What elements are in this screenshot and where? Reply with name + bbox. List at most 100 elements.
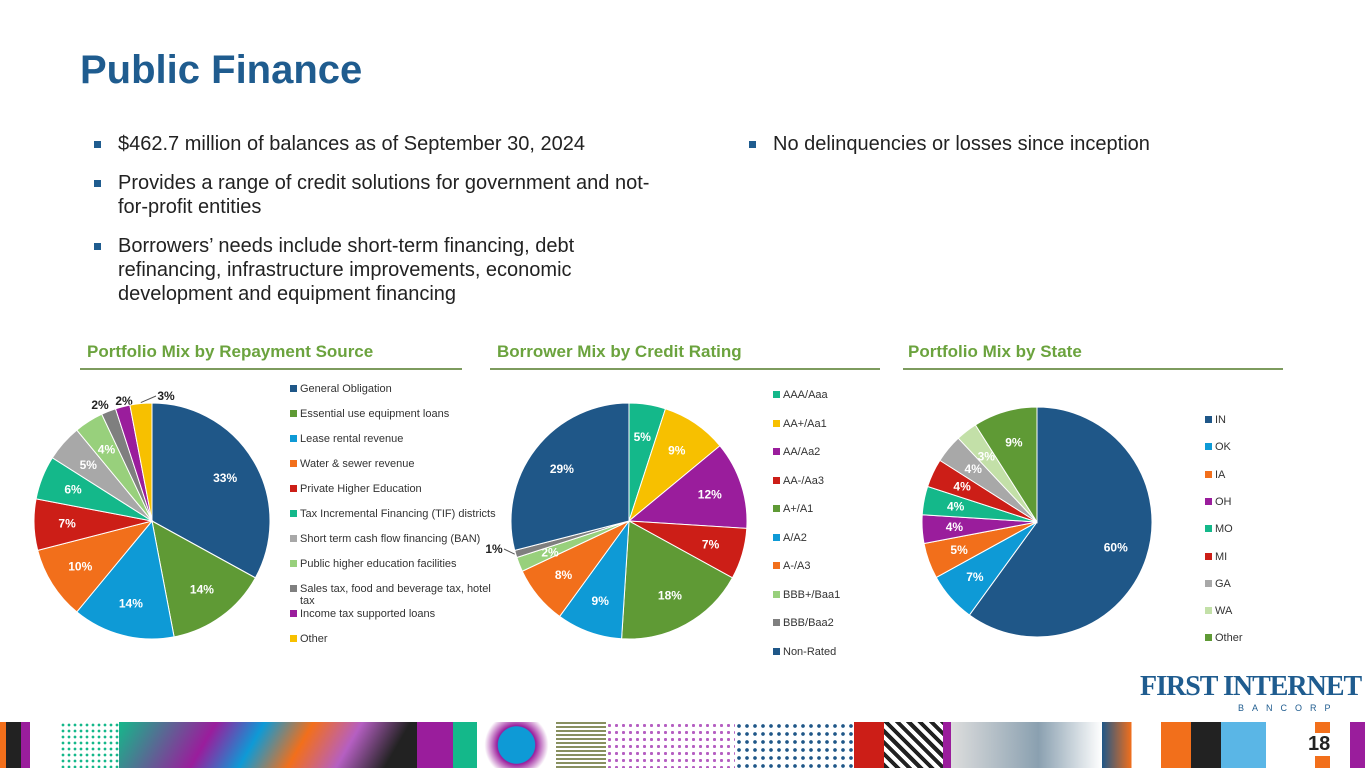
legend-swatch [773, 533, 780, 541]
pie-label-0-10: 3% [157, 389, 175, 403]
pie-label-0-0: 33% [213, 471, 237, 485]
legend-label: BBB/Baa2 [783, 617, 834, 629]
decorative-banner [0, 722, 1365, 768]
pie-label-0-5: 6% [64, 483, 82, 497]
legend-swatch [290, 585, 297, 592]
legend-item: AA-/Aa3 [773, 475, 824, 487]
legend-label: BBB+/Baa1 [783, 588, 841, 601]
legend-item: BBB+/Baa1 [773, 589, 840, 601]
legend-label: Other [1215, 632, 1243, 645]
legend-swatch [290, 435, 297, 442]
legend-label: OK [1215, 441, 1231, 454]
legend-swatch [773, 647, 780, 655]
legend-swatch [290, 410, 297, 417]
legend-label: OH [1215, 495, 1232, 508]
pie-slice-2-8 [974, 406, 1038, 524]
legend-item: AAA/Aaa [773, 389, 828, 401]
legend-swatch [773, 590, 780, 598]
bullet-balances: $462.7 million of balances as of Septemb… [90, 132, 650, 156]
pie-label-2-2: 5% [950, 543, 968, 557]
pie-slice-2-0 [968, 406, 1153, 638]
legend-item: Water & sewer revenue [290, 458, 415, 470]
legend-item: AA+/Aa1 [773, 418, 827, 430]
legend-label: AA+/Aa1 [783, 417, 827, 430]
legend-label: Lease rental revenue [300, 433, 404, 445]
pie-label-0-2: 14% [119, 596, 143, 610]
legend-swatch [1205, 579, 1212, 587]
logo-sub: BANCORP [1238, 703, 1339, 714]
legend-label: GA [1215, 577, 1231, 590]
legend-label: IN [1215, 414, 1226, 426]
legend-swatch [290, 485, 297, 492]
legend-item: Essential use equipment loans [290, 408, 449, 420]
legend-label: WA [1215, 605, 1233, 618]
legend-label: Water & sewer revenue [300, 458, 415, 470]
legend-item: WA [1205, 605, 1232, 617]
pie-label-0-1: 14% [190, 583, 214, 597]
legend-label: AA/Aa2 [783, 446, 821, 458]
legend-swatch [773, 505, 780, 512]
pie-leader-line [503, 548, 515, 555]
pie-slice-1-2 [627, 445, 748, 529]
pie-label-2-6: 4% [965, 462, 983, 476]
pie-label-2-4: 4% [947, 499, 965, 513]
bullet-list-left: $462.7 million of balances as of Septemb… [90, 132, 650, 321]
legend-swatch [773, 391, 780, 398]
legend-label: AAA/Aaa [783, 389, 828, 401]
legend-swatch [1205, 607, 1212, 615]
legend-item: Private Higher Education [290, 483, 422, 495]
legend-swatch [1205, 525, 1212, 533]
pie-label-2-8: 9% [1005, 435, 1023, 449]
legend-item: BBB/Baa2 [773, 617, 834, 629]
pie-label-1-3: 7% [702, 538, 720, 552]
pie-label-1-7: 2% [541, 545, 559, 559]
legend-item: Public higher education facilities [290, 558, 457, 570]
section-title-state: Portfolio Mix by State [903, 342, 1283, 370]
pie-label-0-6: 5% [80, 458, 98, 472]
bullet-no-delinquencies: No delinquencies or losses since incepti… [745, 132, 1245, 156]
legend-item: Other [290, 633, 328, 645]
legend-label: Sales tax, food and beverage tax, hotel … [300, 583, 491, 607]
legend-label: Private Higher Education [300, 483, 422, 495]
pie-label-2-0: 60% [1104, 541, 1128, 555]
legend-item: Other [1205, 632, 1243, 644]
pie-label-0-3: 10% [68, 560, 92, 574]
legend-item: MI [1205, 551, 1227, 563]
legend-label: Non-Rated [783, 645, 837, 658]
page-number: 18 [1306, 733, 1333, 756]
bullet-credit-solutions: Provides a range of credit solutions for… [90, 171, 650, 219]
legend-label: A+/A1 [783, 503, 814, 515]
pie-label-0-7: 4% [98, 442, 116, 456]
pie-slice-1-4 [621, 520, 734, 640]
legend-item: AA/Aa2 [773, 446, 820, 458]
legend-item: IA [1205, 469, 1225, 481]
legend-swatch [290, 560, 297, 567]
pie-label-1-4: 18% [658, 588, 682, 602]
legend-item: A-/A3 [773, 560, 811, 572]
legend-swatch [290, 610, 297, 617]
legend-label: Short term cash flow financing (BAN) [300, 533, 481, 545]
legend-swatch [1205, 470, 1212, 478]
pie-label-2-1: 7% [966, 570, 984, 584]
pie-label-1-2: 12% [698, 488, 722, 502]
pie-label-1-0: 5% [634, 430, 652, 444]
pie-label-1-5: 9% [592, 594, 610, 608]
legend-label: A/A2 [783, 531, 807, 544]
legend-item: OK [1205, 441, 1231, 453]
legend-swatch [290, 385, 297, 392]
pie-label-2-3: 4% [946, 520, 964, 534]
legend-label: Essential use equipment loans [300, 408, 450, 420]
legend-label: IA [1215, 468, 1226, 481]
legend-swatch [290, 510, 297, 517]
pie-label-1-6: 8% [555, 568, 573, 582]
pie-label-0-9: 2% [115, 394, 133, 408]
section-title-repayment: Portfolio Mix by Repayment Source [80, 342, 462, 370]
pie-leader-line [140, 395, 157, 403]
legend-swatch [773, 562, 780, 569]
legend-label: AA-/Aa3 [783, 474, 824, 487]
legend-item: Short term cash flow financing (BAN) [290, 533, 480, 545]
legend-label: Other [300, 633, 328, 645]
pie-label-2-7: 3% [978, 450, 996, 464]
legend-label: Income tax supported loans [300, 608, 436, 620]
